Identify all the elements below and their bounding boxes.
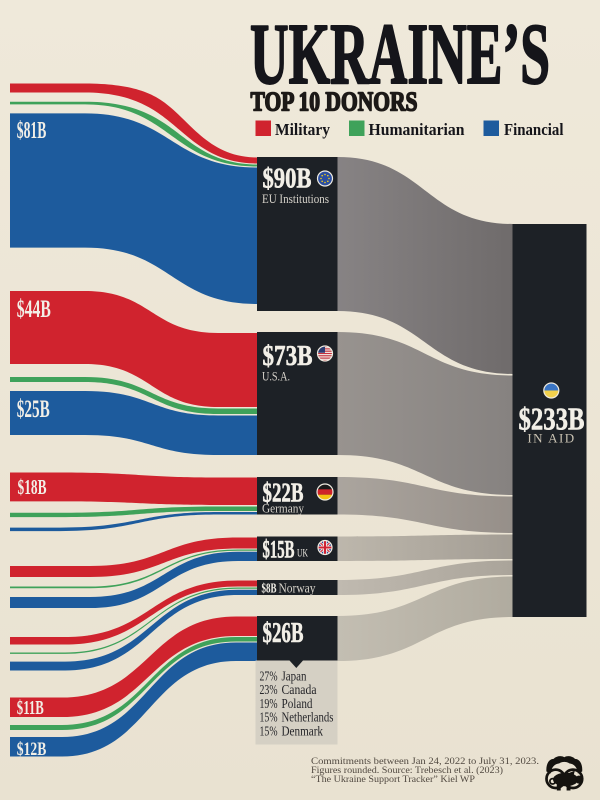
- svg-text:$26B: $26B: [263, 618, 304, 649]
- svg-text:$8B: $8B: [262, 581, 277, 596]
- svg-text:27%: 27%: [260, 669, 278, 684]
- svg-text:U.S.A.: U.S.A.: [262, 370, 290, 384]
- svg-text:$11B: $11B: [17, 698, 44, 719]
- svg-text:UK: UK: [297, 546, 308, 560]
- svg-text:$12B: $12B: [17, 739, 47, 760]
- svg-text:Germany: Germany: [262, 502, 305, 516]
- svg-text:$15B: $15B: [263, 535, 295, 564]
- svg-text:Figures rounded. Source: Trebe: Figures rounded. Source: Trebesch et al.…: [311, 765, 503, 776]
- svg-text:$73B: $73B: [263, 341, 313, 372]
- svg-text:23%: 23%: [260, 682, 278, 697]
- svg-text:15%: 15%: [260, 723, 278, 738]
- svg-text:Norway: Norway: [279, 581, 316, 596]
- svg-text:$18B: $18B: [18, 475, 47, 499]
- svg-text:$233B: $233B: [519, 401, 585, 437]
- svg-text:Canada: Canada: [282, 682, 317, 697]
- svg-text:Humanitarian: Humanitarian: [369, 120, 465, 139]
- svg-text:IN AID: IN AID: [527, 431, 575, 446]
- svg-text:$90B: $90B: [263, 164, 312, 195]
- svg-text:$25B: $25B: [17, 394, 50, 423]
- svg-text:Japan: Japan: [282, 669, 307, 684]
- svg-text:Poland: Poland: [282, 696, 313, 711]
- svg-text:Military: Military: [275, 120, 330, 139]
- svg-text:$44B: $44B: [17, 294, 51, 323]
- svg-text:$81B: $81B: [17, 117, 47, 144]
- svg-text:Commitments between Jan 24, 20: Commitments between Jan 24, 2022 to July…: [311, 756, 539, 767]
- svg-text:Financial: Financial: [504, 120, 564, 139]
- svg-text:“The Ukraine Support Tracker”: “The Ukraine Support Tracker” Kiel WP: [311, 774, 475, 785]
- svg-text:EU Institutions: EU Institutions: [262, 192, 329, 206]
- svg-text:19%: 19%: [260, 696, 278, 711]
- svg-text:TOP 10 DONORS: TOP 10 DONORS: [251, 87, 418, 117]
- svg-text:Netherlands: Netherlands: [282, 710, 334, 725]
- svg-text:Denmark: Denmark: [282, 723, 324, 738]
- svg-text:UKRAINE’S: UKRAINE’S: [250, 5, 550, 102]
- svg-text:15%: 15%: [260, 710, 278, 725]
- svg-text:$22B: $22B: [263, 477, 304, 508]
